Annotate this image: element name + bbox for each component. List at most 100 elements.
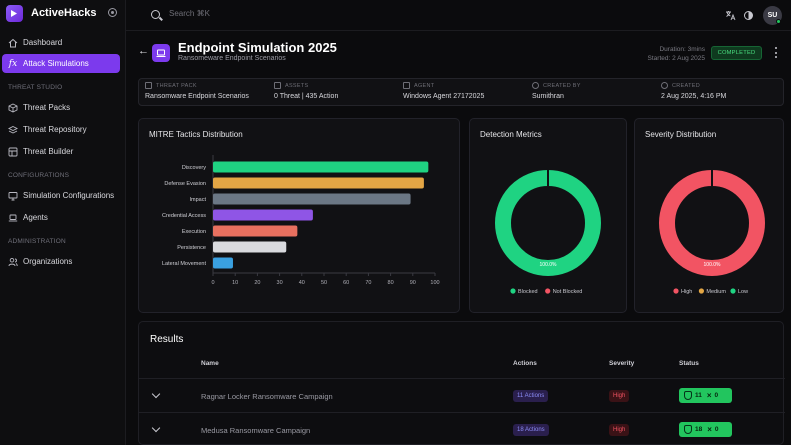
sidebar-item-organizations[interactable]: Organizations [2, 252, 120, 271]
donut-slice[interactable] [659, 170, 765, 276]
sidebar-toggle-icon[interactable] [108, 8, 117, 17]
severity-badge: High [609, 424, 630, 436]
legend-label[interactable]: Not Blocked [553, 289, 583, 295]
mitre-bar-chart: Discovery Defense Evasion Impact Credential… [162, 155, 440, 286]
sidebar-item-label: Attack Simulations [23, 59, 89, 68]
brand[interactable]: ActiveHacks [6, 4, 96, 22]
blocked-count: 18 [695, 426, 703, 433]
table-row[interactable]: Medusa Ransomware Campaign 18 Actions Hi… [139, 412, 785, 445]
not-blocked-count: 0 [714, 392, 719, 399]
category-label: Discovery [182, 165, 206, 171]
card-title: Detection Metrics [480, 130, 542, 139]
search-icon [151, 10, 160, 19]
close-icon: × [706, 391, 712, 400]
run-timing: Duration: 3mins Started: 2 Aug 2025 [648, 45, 705, 63]
bar[interactable] [213, 209, 313, 221]
users-icon [8, 257, 18, 267]
bar[interactable] [213, 257, 233, 269]
laptop-icon [8, 213, 18, 223]
info-label: ASSETS [285, 82, 309, 89]
x-tick-label: 40 [299, 280, 305, 286]
shield-icon [684, 425, 692, 434]
bar[interactable] [213, 193, 411, 205]
column-header-actions[interactable]: Actions [513, 360, 537, 367]
chevron-down-icon[interactable] [151, 423, 161, 433]
row-name: Medusa Ransomware Campaign [201, 426, 311, 435]
x-tick-label: 10 [232, 280, 238, 286]
legend-label[interactable]: Medium [706, 289, 726, 295]
info-value: Sumithran [532, 93, 564, 100]
info-agent: AGENT Windows Agent 27172025 [403, 82, 484, 100]
chevron-down-icon[interactable] [151, 389, 161, 399]
bar[interactable] [213, 177, 424, 189]
legend-label[interactable]: Blocked [518, 289, 538, 295]
nav-section-threat-studio: THREAT STUDIO [8, 84, 63, 91]
sidebar-item-threat-repository[interactable]: Threat Repository [2, 120, 120, 139]
theme-toggle-icon[interactable] [743, 10, 754, 21]
legend-swatch [510, 288, 516, 294]
info-label: CREATED BY [543, 82, 581, 89]
bar[interactable] [213, 241, 287, 253]
bar[interactable] [213, 225, 298, 237]
home-icon [8, 38, 18, 48]
shield-icon [684, 391, 692, 400]
x-tick-label: 70 [365, 280, 371, 286]
page-subtitle: Ransomeware Endpoint Scenarios [178, 55, 286, 62]
bar[interactable] [213, 161, 429, 173]
column-header-severity[interactable]: Severity [609, 360, 635, 367]
column-header-name[interactable]: Name [201, 360, 219, 367]
x-tick-label: 60 [343, 280, 349, 286]
sidebar-item-threat-packs[interactable]: Threat Packs [2, 98, 120, 117]
status-pill: 18 × 0 [679, 422, 732, 437]
info-value: Windows Agent 27172025 [403, 93, 485, 100]
actions-badge: 11 Actions [513, 390, 549, 402]
info-created: CREATED 2 Aug 2025, 4:16 PM [661, 82, 726, 100]
donut-slice[interactable] [495, 170, 601, 276]
x-tick-label: 20 [254, 280, 260, 286]
info-label: CREATED [672, 82, 700, 89]
search-input[interactable] [169, 9, 329, 18]
online-status-indicator [776, 19, 781, 24]
legend-label[interactable]: High [681, 289, 692, 295]
category-label: Persistence [177, 245, 206, 251]
translate-icon[interactable] [725, 10, 736, 21]
duration-text: Duration: 3mins [659, 46, 705, 53]
status-badge: COMPLETED [711, 46, 762, 60]
page-title: Endpoint Simulation 2025 [178, 40, 337, 55]
category-label: Lateral Movement [162, 261, 206, 267]
sidebar-item-attack-simulations[interactable]: fx Attack Simulations [2, 54, 120, 73]
info-created-by: CREATED BY Sumithran [532, 82, 581, 100]
sidebar-item-threat-builder[interactable]: Threat Builder [2, 142, 120, 161]
detection-metrics-card: Detection Metrics 100.0% Blocked Not Block… [469, 118, 627, 313]
category-label: Execution [182, 229, 206, 235]
back-arrow-icon[interactable]: ← [138, 45, 149, 57]
legend-label[interactable]: Low [738, 289, 748, 295]
severity-badge: High [609, 390, 630, 402]
sidebar-item-label: Threat Packs [23, 103, 71, 112]
card-title: MITRE Tactics Distribution [149, 130, 243, 139]
table-row[interactable]: Ragnar Locker Ransomware Campaign 11 Act… [139, 378, 785, 412]
x-tick-label: 90 [410, 280, 416, 286]
more-options-icon[interactable] [774, 47, 778, 58]
severity-distribution-card: Severity Distribution 100.0% High Medium Lo… [634, 118, 784, 313]
x-tick-label: 100 [430, 280, 439, 286]
actions-badge: 18 Actions [513, 424, 549, 436]
sidebar-item-simulation-configurations[interactable]: Simulation Configurations [2, 186, 120, 205]
category-label: Credential Access [162, 213, 206, 219]
x-tick-label: 80 [388, 280, 394, 286]
results-panel: Results Name Actions Severity Status Rag… [138, 321, 785, 445]
info-threat-pack: THREAT PACK Ransomware Endpoint Scenario… [145, 82, 249, 100]
sidebar-item-label: Threat Repository [23, 125, 87, 134]
info-label: AGENT [414, 82, 435, 89]
close-icon: × [707, 425, 712, 434]
severity-donut-chart: 100.0% High Medium Low [659, 170, 765, 295]
sidebar-item-label: Threat Builder [23, 147, 74, 156]
sidebar-item-agents[interactable]: Agents [2, 208, 120, 227]
user-icon [532, 82, 539, 89]
sidebar-item-dashboard[interactable]: Dashboard [2, 33, 120, 52]
column-header-status[interactable]: Status [679, 360, 699, 367]
started-text: Started: 2 Aug 2025 [647, 55, 705, 62]
x-tick-label: 30 [277, 280, 283, 286]
simulation-info-strip: THREAT PACK Ransomware Endpoint Scenario… [138, 78, 784, 106]
laptop-icon [152, 44, 170, 62]
